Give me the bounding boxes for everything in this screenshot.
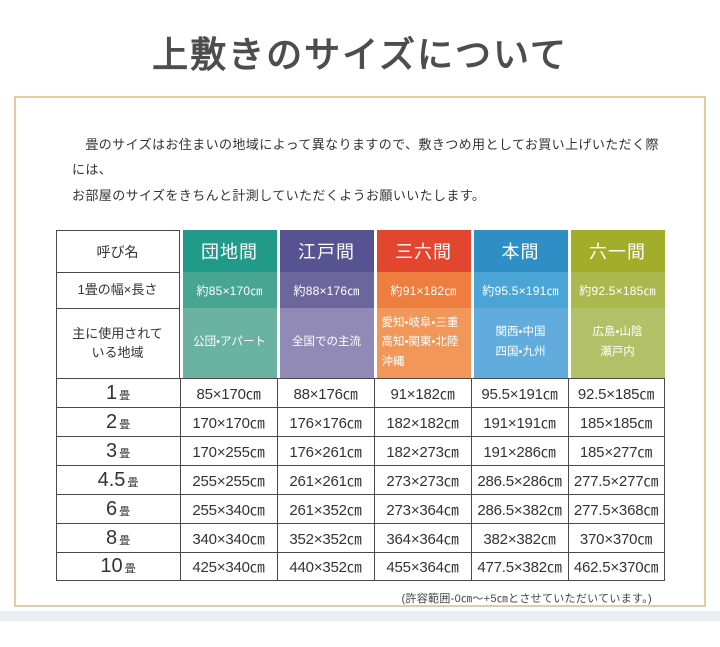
page-title: 上敷きのサイズについて xyxy=(0,26,720,78)
table-header-row: 呼び名 団地間 江戸間 三六間 本間 六一間 xyxy=(56,230,665,272)
region-cell: 広島・山陰 瀬戸内 xyxy=(568,308,665,378)
region-row-label: 主に使用されて いる地域 xyxy=(56,308,180,378)
mat-dimension-row: 1畳の幅×長さ 約85×170㎝ 約88×176㎝ 約91×182㎝ 約95.5… xyxy=(56,272,665,308)
corner-header: 呼び名 xyxy=(56,230,180,272)
mat-dimension-cell: 約92.5×185㎝ xyxy=(568,272,665,308)
dimension-cell: 261×352㎝ xyxy=(277,494,374,523)
dimension-cell: 277.5×277㎝ xyxy=(568,465,665,494)
column-header-danchima: 団地間 xyxy=(180,230,277,272)
dimension-cell: 176×176㎝ xyxy=(277,407,374,436)
dimension-cell: 477.5×382㎝ xyxy=(471,552,568,581)
region-cell: 関西・中国 四国・九州 xyxy=(471,308,568,378)
dimension-cell: 440×352㎝ xyxy=(277,552,374,581)
intro-text: 畳のサイズはお住まいの地域によって異なりますので、敷きつめ用としてお買い上げいた… xyxy=(72,132,660,208)
intro-line-2: お部屋のサイズをきちんと計測していただくようお願いいたします。 xyxy=(72,188,485,203)
dimension-cell: 455×364㎝ xyxy=(374,552,471,581)
column-header-edoma: 江戸間 xyxy=(277,230,374,272)
column-header-honma: 本間 xyxy=(471,230,568,272)
dimension-cell: 92.5×185㎝ xyxy=(568,378,665,407)
tolerance-note: (許容範囲-0㎝～+5㎝とさせていただいています。) xyxy=(16,590,652,606)
dimension-cell: 88×176㎝ xyxy=(277,378,374,407)
bottom-strip xyxy=(0,611,720,621)
dimension-cell: 170×255㎝ xyxy=(180,436,277,465)
region-row: 主に使用されて いる地域 公団・アパート 全国での主流 愛知・岐阜・三重 高知・… xyxy=(56,308,665,378)
dimension-cell: 85×170㎝ xyxy=(180,378,277,407)
region-cell: 全国での主流 xyxy=(277,308,374,378)
dimension-cell: 182×273㎝ xyxy=(374,436,471,465)
mat-dimension-cell: 約91×182㎝ xyxy=(374,272,471,308)
mat-dimension-cell: 約95.5×191㎝ xyxy=(471,272,568,308)
region-cell: 公団・アパート xyxy=(180,308,277,378)
dimension-cell: 170×170㎝ xyxy=(180,407,277,436)
dimension-cell: 425×340㎝ xyxy=(180,552,277,581)
intro-line-1: 畳のサイズはお住まいの地域によって異なりますので、敷きつめ用としてお買い上げいた… xyxy=(72,137,659,177)
dimension-cell: 185×185㎝ xyxy=(568,407,665,436)
content-panel: 畳のサイズはお住まいの地域によって異なりますので、敷きつめ用としてお買い上げいた… xyxy=(14,96,706,607)
dimension-cell: 277.5×368㎝ xyxy=(568,494,665,523)
dimension-cell: 273×273㎝ xyxy=(374,465,471,494)
column-header-sabuma: 三六間 xyxy=(374,230,471,272)
mat-dimension-cell: 約85×170㎝ xyxy=(180,272,277,308)
dimension-cell: 185×277㎝ xyxy=(568,436,665,465)
dimension-cell: 382×382㎝ xyxy=(471,523,568,552)
dimension-cell: 340×340㎝ xyxy=(180,523,277,552)
dimension-cell: 364×364㎝ xyxy=(374,523,471,552)
dimension-cell: 286.5×286㎝ xyxy=(471,465,568,494)
dimension-cell: 462.5×370㎝ xyxy=(568,552,665,581)
dimension-cell: 191×191㎝ xyxy=(471,407,568,436)
column-header-rokuichima: 六一間 xyxy=(568,230,665,272)
dimension-cell: 91×182㎝ xyxy=(374,378,471,407)
dimension-cell: 255×340㎝ xyxy=(180,494,277,523)
dimension-cell: 352×352㎝ xyxy=(277,523,374,552)
dimension-cell: 176×261㎝ xyxy=(277,436,374,465)
dimension-cell: 255×255㎝ xyxy=(180,465,277,494)
tatami-size-table: 呼び名 団地間 江戸間 三六間 本間 六一間 1畳の幅×長さ 約85×170㎝ … xyxy=(56,230,665,581)
dimension-cell: 95.5×191㎝ xyxy=(471,378,568,407)
dimension-cell: 273×364㎝ xyxy=(374,494,471,523)
mat-dimension-cell: 約88×176㎝ xyxy=(277,272,374,308)
dimension-cell: 261×261㎝ xyxy=(277,465,374,494)
dimension-cell: 191×286㎝ xyxy=(471,436,568,465)
dimension-cell: 182×182㎝ xyxy=(374,407,471,436)
dimension-cell: 370×370㎝ xyxy=(568,523,665,552)
dimension-cell: 286.5×382㎝ xyxy=(471,494,568,523)
mat-dimension-row-label: 1畳の幅×長さ xyxy=(56,272,180,308)
region-cell: 愛知・岐阜・三重 高知・関東・北陸 沖縄 xyxy=(374,308,471,378)
